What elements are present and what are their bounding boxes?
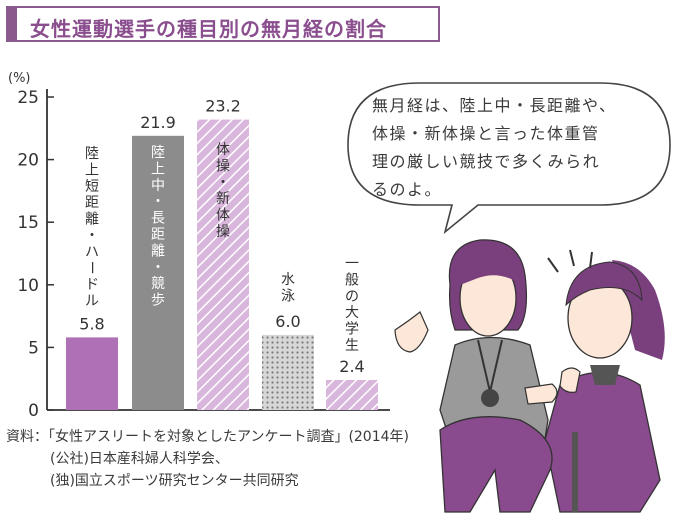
speech-line: るのよ。 bbox=[372, 180, 443, 199]
student-figure bbox=[544, 260, 665, 513]
speech-line: 体操・新体操と言った体重管 bbox=[372, 124, 600, 143]
source-note: 資料：「女性アスリートを対象としたアンケート調査」(2014年) (公社)日本産… bbox=[6, 426, 409, 492]
category-label-char: 歩 bbox=[151, 293, 165, 309]
category-label-char: 水 bbox=[281, 272, 295, 288]
bar-value-label: 5.8 bbox=[79, 314, 104, 333]
category-label-char: 大 bbox=[345, 305, 359, 321]
category-label-char: 学 bbox=[345, 322, 359, 338]
category-label-char: の bbox=[345, 289, 359, 305]
category-label-char: 生 bbox=[345, 338, 359, 354]
category-label-char: ド bbox=[85, 277, 99, 293]
category-label-char: 操 bbox=[216, 158, 230, 174]
category-label-char: 離 bbox=[85, 211, 99, 228]
category-label-char: 陸 bbox=[151, 145, 165, 161]
bar bbox=[132, 135, 184, 410]
bar-value-label: 2.4 bbox=[339, 357, 364, 376]
category-label-char: ・ bbox=[216, 175, 230, 191]
y-tick-label: 0 bbox=[28, 401, 39, 421]
category-label-char: 泳 bbox=[281, 288, 295, 304]
source-line: (公社)日本産科婦人科学会、 bbox=[50, 451, 229, 467]
source-line: 資料：「女性アスリートを対象としたアンケート調査」(2014年) bbox=[6, 429, 409, 445]
speech-bubble-text: 無月経は、陸上中・長距離や、 体操・新体操と言った体重管 理の厳しい競技で多くみ… bbox=[372, 92, 672, 204]
bar bbox=[66, 337, 118, 410]
bar-value-label: 23.2 bbox=[205, 97, 241, 116]
category-label-char: 体 bbox=[216, 208, 230, 224]
category-label-char: 離 bbox=[151, 242, 165, 259]
speech-line: 無月経は、陸上中・長距離や、 bbox=[372, 96, 617, 115]
bar bbox=[326, 379, 378, 410]
category-label-char: 距 bbox=[151, 227, 165, 243]
category-label-char: 上 bbox=[85, 162, 99, 178]
category-label-char: 距 bbox=[85, 195, 99, 211]
category-label-char: 競 bbox=[151, 276, 165, 292]
category-label: 体操・新体操 bbox=[216, 142, 230, 240]
category-label-char: ハ bbox=[85, 244, 99, 260]
chart-title: 女性運動選手の種目別の無月経の割合 bbox=[30, 17, 387, 41]
coach-figure bbox=[394, 239, 558, 513]
title-box: 女性運動選手の種目別の無月経の割合 bbox=[6, 6, 440, 42]
category-label-char: 操 bbox=[216, 224, 230, 240]
category-label-char: 陸 bbox=[85, 146, 99, 162]
title-accent-bar bbox=[8, 8, 17, 40]
y-tick-label: 20 bbox=[17, 151, 39, 171]
y-tick-label: 5 bbox=[28, 338, 39, 358]
category-label-char: ル bbox=[85, 294, 99, 310]
category-label: 陸上中・長距離・競歩 bbox=[151, 145, 165, 309]
y-tick-label: 15 bbox=[17, 213, 39, 233]
bar bbox=[262, 334, 314, 410]
speech-bubble bbox=[347, 82, 671, 235]
category-label-char: ・ bbox=[85, 228, 99, 244]
category-label-char: 上 bbox=[151, 161, 165, 177]
category-label-char: 般 bbox=[345, 272, 359, 288]
category-label-char: 新 bbox=[216, 191, 230, 207]
category-label-char: 一 bbox=[345, 256, 359, 272]
y-tick-label: 10 bbox=[17, 276, 39, 296]
y-axis-unit: (%) bbox=[8, 71, 31, 86]
surprise-marks bbox=[547, 249, 593, 273]
category-label-char: 長 bbox=[151, 211, 165, 227]
y-tick-label: 25 bbox=[17, 88, 39, 108]
category-label-char: 体 bbox=[216, 142, 230, 158]
bar-value-label: 6.0 bbox=[275, 312, 300, 331]
source-line: (独)国立スポーツ研究センター共同研究 bbox=[50, 473, 299, 489]
category-label-char: 短 bbox=[85, 179, 99, 195]
bar bbox=[197, 119, 249, 410]
bar-value-label: 21.9 bbox=[140, 113, 176, 132]
speech-line: 理の厳しい競技で多くみられ bbox=[372, 152, 601, 171]
category-label-char: ・ bbox=[151, 260, 165, 276]
category-label: 水泳 bbox=[281, 272, 295, 304]
category-label-char: ・ bbox=[151, 194, 165, 210]
category-label-char: ー bbox=[83, 261, 99, 275]
category-label-char: 中 bbox=[151, 178, 165, 194]
